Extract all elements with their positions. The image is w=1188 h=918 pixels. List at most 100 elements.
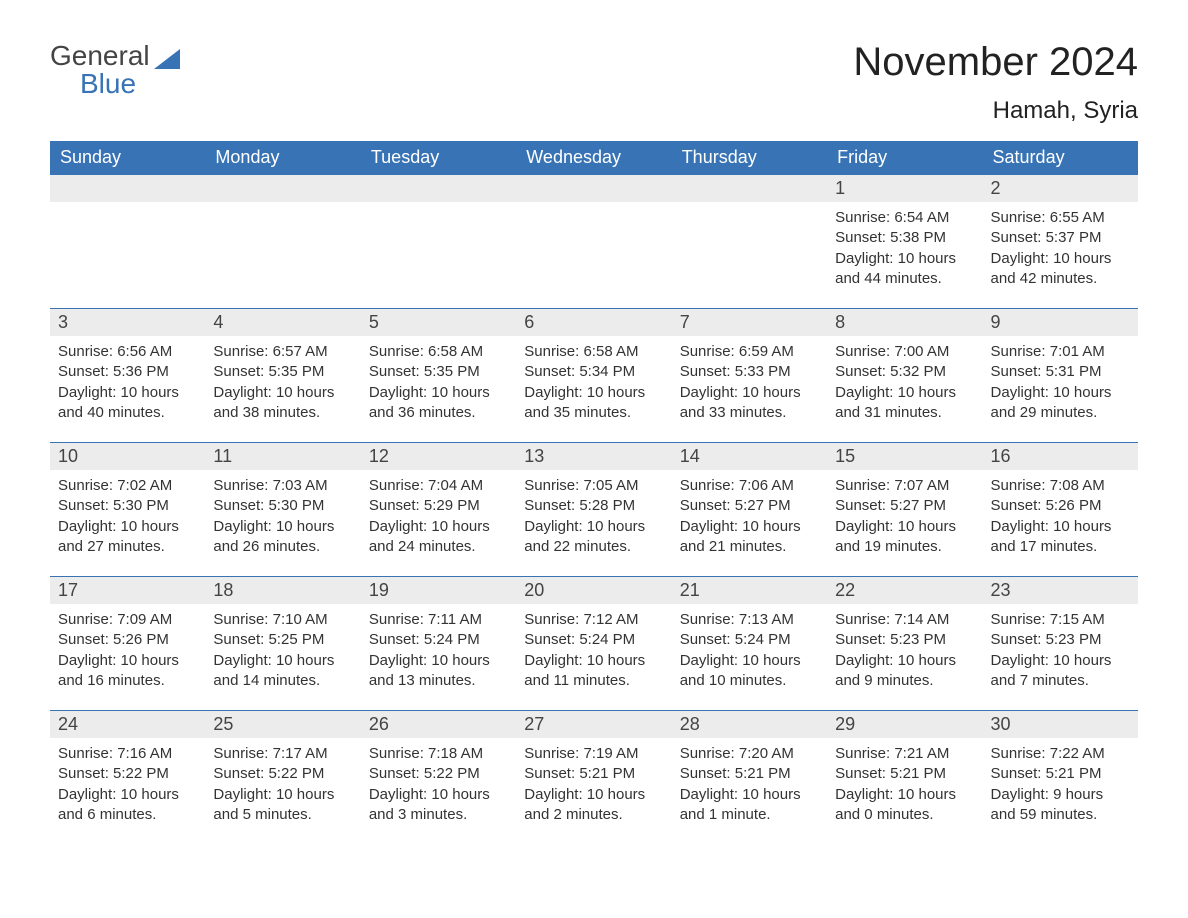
day-line: Daylight: 10 hours and 14 minutes. [213, 651, 352, 692]
field-value: 7:17 AM [273, 745, 328, 762]
calendar-cell: 12Sunrise: 7:04 AMSunset: 5:29 PMDayligh… [361, 443, 516, 577]
field-label: Sunrise: [680, 343, 735, 360]
weekday-header: Tuesday [361, 141, 516, 175]
day-line: Daylight: 10 hours and 21 minutes. [680, 517, 819, 558]
field-label: Daylight: [213, 786, 271, 803]
day-body: Sunrise: 7:09 AMSunset: 5:26 PMDaylight:… [50, 604, 205, 697]
calendar-cell: 18Sunrise: 7:10 AMSunset: 5:25 PMDayligh… [205, 577, 360, 711]
day-line: Daylight: 10 hours and 42 minutes. [991, 249, 1130, 290]
field-value: 7:20 AM [739, 745, 794, 762]
field-value: 5:21 PM [735, 765, 791, 782]
field-value: 7:21 AM [894, 745, 949, 762]
day-line: Daylight: 10 hours and 40 minutes. [58, 383, 197, 424]
day-body: Sunrise: 7:13 AMSunset: 5:24 PMDaylight:… [672, 604, 827, 697]
field-value: 5:21 PM [1046, 765, 1102, 782]
day-line: Sunset: 5:22 PM [369, 764, 508, 784]
day-number-empty [672, 175, 827, 202]
day-line: Sunrise: 7:14 AM [835, 610, 974, 630]
field-value: 7:12 AM [583, 611, 638, 628]
field-label: Sunset: [213, 631, 264, 648]
calendar-table: SundayMondayTuesdayWednesdayThursdayFrid… [50, 141, 1138, 845]
field-value: 7:02 AM [117, 477, 172, 494]
field-value: 7:22 AM [1050, 745, 1105, 762]
field-value: 5:37 PM [1046, 229, 1102, 246]
day-line: Sunset: 5:38 PM [835, 228, 974, 248]
day-line: Sunset: 5:35 PM [213, 362, 352, 382]
day-line: Sunset: 5:24 PM [680, 630, 819, 650]
field-label: Sunset: [58, 497, 109, 514]
day-body: Sunrise: 7:17 AMSunset: 5:22 PMDaylight:… [205, 738, 360, 831]
field-label: Sunset: [369, 631, 420, 648]
field-label: Daylight: [991, 384, 1049, 401]
calendar-cell: 9Sunrise: 7:01 AMSunset: 5:31 PMDaylight… [983, 309, 1138, 443]
day-number: 10 [50, 443, 205, 470]
field-label: Sunrise: [369, 745, 424, 762]
field-label: Sunrise: [524, 745, 579, 762]
field-value: 5:22 PM [268, 765, 324, 782]
day-number: 25 [205, 711, 360, 738]
day-body: Sunrise: 7:12 AMSunset: 5:24 PM Daylight:… [516, 604, 671, 697]
field-value: 6:55 AM [1050, 209, 1105, 226]
day-line: Sunrise: 6:59 AM [680, 342, 819, 362]
day-line: Sunset: 5:27 PM [835, 496, 974, 516]
day-line: Sunrise: 7:20 AM [680, 744, 819, 764]
field-label: Sunrise: [991, 343, 1046, 360]
day-line: Sunrise: 6:58 AM [524, 342, 663, 362]
field-label: Sunset: [835, 497, 886, 514]
day-line: Sunrise: 7:12 AM [524, 610, 663, 630]
field-value: 5:26 PM [113, 631, 169, 648]
field-value: 6:57 AM [273, 343, 328, 360]
day-number: 21 [672, 577, 827, 604]
day-number: 16 [983, 443, 1138, 470]
field-value: 5:21 PM [890, 765, 946, 782]
calendar-cell [50, 175, 205, 309]
field-value: 7:19 AM [583, 745, 638, 762]
calendar-cell: 26Sunrise: 7:18 AMSunset: 5:22 PMDayligh… [361, 711, 516, 845]
field-label: Sunset: [991, 497, 1042, 514]
field-value: 5:30 PM [113, 497, 169, 514]
calendar-row: 1Sunrise: 6:54 AMSunset: 5:38 PMDaylight… [50, 175, 1138, 309]
day-line: Daylight: 10 hours and 1 minute. [680, 785, 819, 826]
calendar-row: 24Sunrise: 7:16 AMSunset: 5:22 PMDayligh… [50, 711, 1138, 845]
day-line: Sunrise: 7:03 AM [213, 476, 352, 496]
field-value: 7:06 AM [739, 477, 794, 494]
field-value: 5:23 PM [890, 631, 946, 648]
field-label: Daylight: [991, 250, 1049, 267]
calendar-cell [516, 175, 671, 309]
field-value: 5:31 PM [1046, 363, 1102, 380]
day-line: Sunrise: 7:22 AM [991, 744, 1130, 764]
day-number: 6 [516, 309, 671, 336]
day-number-empty [205, 175, 360, 202]
day-line: Sunrise: 7:09 AM [58, 610, 197, 630]
field-label: Sunset: [680, 497, 731, 514]
calendar-cell: 25Sunrise: 7:17 AMSunset: 5:22 PMDayligh… [205, 711, 360, 845]
calendar-cell: 23Sunrise: 7:15 AMSunset: 5:23 PMDayligh… [983, 577, 1138, 711]
field-value: 5:24 PM [424, 631, 480, 648]
day-number: 9 [983, 309, 1138, 336]
calendar-cell: 28Sunrise: 7:20 AMSunset: 5:21 PMDayligh… [672, 711, 827, 845]
day-line: Sunrise: 6:57 AM [213, 342, 352, 362]
day-line: Sunset: 5:23 PM [991, 630, 1130, 650]
day-number: 4 [205, 309, 360, 336]
field-label: Sunset: [680, 363, 731, 380]
field-value: 5:38 PM [890, 229, 946, 246]
field-label: Daylight: [369, 518, 427, 535]
day-number: 3 [50, 309, 205, 336]
field-label: Sunrise: [991, 745, 1046, 762]
field-value: 5:24 PM [735, 631, 791, 648]
day-body: Sunrise: 7:04 AMSunset: 5:29 PMDaylight:… [361, 470, 516, 563]
day-line: Sunrise: 7:21 AM [835, 744, 974, 764]
calendar-cell [361, 175, 516, 309]
field-label: Daylight: [835, 786, 893, 803]
day-line: Sunset: 5:24 PM [524, 630, 663, 650]
weekday-header: Saturday [983, 141, 1138, 175]
day-number: 8 [827, 309, 982, 336]
field-label: Sunset: [835, 363, 886, 380]
field-value: 5:36 PM [113, 363, 169, 380]
day-line: Daylight: 10 hours and 38 minutes. [213, 383, 352, 424]
field-label: Daylight: [680, 384, 738, 401]
field-label: Daylight: [835, 250, 893, 267]
field-label: Daylight: [524, 652, 582, 669]
field-value: 6:54 AM [894, 209, 949, 226]
field-value: 7:04 AM [428, 477, 483, 494]
